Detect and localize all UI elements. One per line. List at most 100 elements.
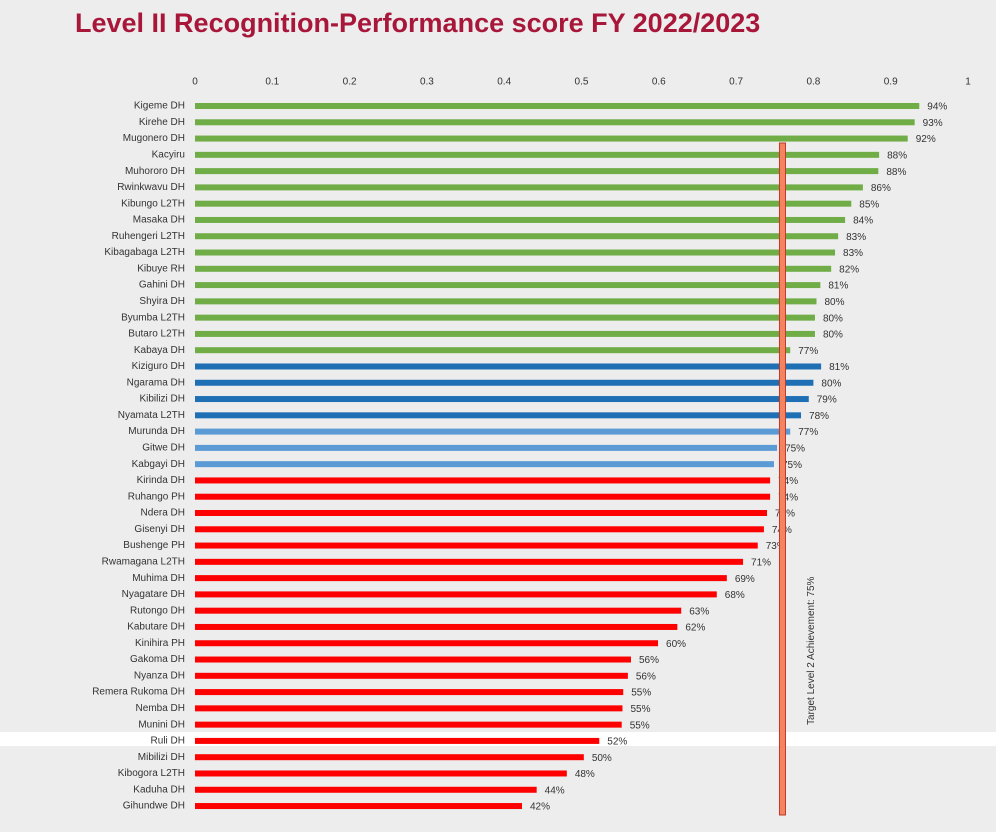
value-label: 92%: [916, 134, 936, 145]
bar: [195, 216, 846, 223]
category-label: Kibogora L2TH: [118, 768, 185, 779]
value-label: 84%: [853, 216, 873, 227]
category-label: Kigeme DH: [134, 101, 185, 112]
value-label: 78%: [809, 411, 829, 422]
bar: [195, 363, 822, 370]
bar: [195, 412, 802, 419]
bar: [195, 396, 809, 403]
bar: [195, 754, 584, 761]
value-label: 73%: [766, 541, 786, 552]
category-label: Kabaya DH: [134, 345, 185, 356]
bar: [195, 591, 717, 598]
bar: [195, 461, 774, 468]
category-label: Gihundwe DH: [123, 801, 185, 812]
value-label: 69%: [735, 574, 755, 585]
category-label: Masaka DH: [133, 215, 185, 226]
value-label: 68%: [725, 590, 745, 601]
value-label: 80%: [823, 313, 843, 324]
bar: [195, 151, 880, 158]
bar: [195, 168, 879, 175]
category-label: Muhima DH: [132, 573, 185, 584]
category-label: Ruhengeri L2TH: [112, 231, 185, 242]
bar: [195, 119, 915, 126]
bar: [195, 298, 817, 305]
x-tick-label: 0.2: [343, 77, 357, 88]
value-label: 75%: [785, 444, 805, 455]
category-label: Mibilizi DH: [138, 752, 185, 763]
x-tick-label: 0.1: [265, 77, 279, 88]
bar: [195, 705, 623, 712]
bar: [195, 233, 839, 240]
category-label: Shyira DH: [139, 296, 185, 307]
category-label: Ngarama DH: [127, 377, 185, 388]
value-label: 48%: [575, 769, 595, 780]
chart-title: Level II Recognition-Performance score F…: [75, 8, 760, 38]
bar: [195, 103, 920, 109]
bar: [195, 330, 815, 337]
value-label: 60%: [666, 639, 686, 650]
value-label: 81%: [828, 281, 848, 292]
value-label: 52%: [607, 737, 627, 748]
x-tick-label: 1: [965, 77, 971, 88]
bar: [195, 672, 628, 679]
bar: [195, 184, 863, 191]
category-label: Muhororo DH: [125, 166, 185, 177]
x-tick-label: 0: [192, 77, 198, 88]
category-label: Ndera DH: [141, 508, 185, 519]
category-label: Butaro L2TH: [128, 329, 185, 340]
category-label: Kirehe DH: [139, 117, 185, 128]
bar: [195, 444, 778, 451]
category-label: Byumba L2TH: [121, 312, 185, 323]
value-label: 85%: [859, 199, 879, 210]
bar: [195, 607, 682, 614]
category-label: Bushenge PH: [123, 540, 185, 551]
value-label: 50%: [592, 753, 612, 764]
bar: [195, 770, 567, 777]
category-label: Munini DH: [138, 719, 185, 730]
bar: [195, 282, 821, 289]
category-label: Kibilizi DH: [139, 394, 185, 405]
value-label: 81%: [829, 362, 849, 373]
value-label: 93%: [923, 118, 943, 129]
x-tick-label: 0.4: [497, 77, 511, 88]
x-tick-label: 0.3: [420, 77, 434, 88]
bar: [195, 542, 758, 549]
value-label: 74%: [778, 476, 798, 487]
category-label: Kaduha DH: [133, 784, 185, 795]
value-label: 88%: [886, 167, 906, 178]
x-tick-label: 0.6: [652, 77, 666, 88]
bar: [195, 428, 791, 435]
category-label: Gahini DH: [139, 280, 185, 291]
bar: [195, 135, 908, 142]
x-tick-label: 0.9: [884, 77, 898, 88]
category-label: Kacyiru: [152, 149, 185, 160]
value-label: 71%: [751, 557, 771, 568]
bar: [195, 656, 631, 663]
category-label: Nyamata L2TH: [118, 410, 185, 421]
category-label: Rwamagana L2TH: [102, 556, 185, 567]
category-label: Nyanza DH: [134, 670, 185, 681]
bar: [195, 265, 832, 272]
value-label: 83%: [846, 232, 866, 243]
value-label: 94%: [927, 102, 947, 113]
value-label: 77%: [798, 346, 818, 357]
value-label: 55%: [630, 720, 650, 731]
bar: [195, 558, 744, 565]
x-tick-label: 0.8: [806, 77, 820, 88]
bar: [195, 249, 836, 256]
bar: [195, 510, 768, 516]
value-label: 80%: [821, 378, 841, 389]
value-label: 83%: [843, 248, 863, 259]
bar: [195, 526, 764, 533]
category-label: Rutongo DH: [130, 605, 185, 616]
value-label: 74%: [778, 492, 798, 503]
bar: [195, 477, 771, 484]
bar: [195, 347, 791, 354]
target-label: Target Level 2 Achievement: 75%: [806, 576, 817, 725]
category-label: Rwinkwavu DH: [117, 182, 185, 193]
category-label: Gisenyi DH: [134, 524, 185, 535]
category-label: Nemba DH: [136, 703, 185, 714]
category-label: Kibuye RH: [137, 263, 185, 274]
value-label: 55%: [630, 704, 650, 715]
